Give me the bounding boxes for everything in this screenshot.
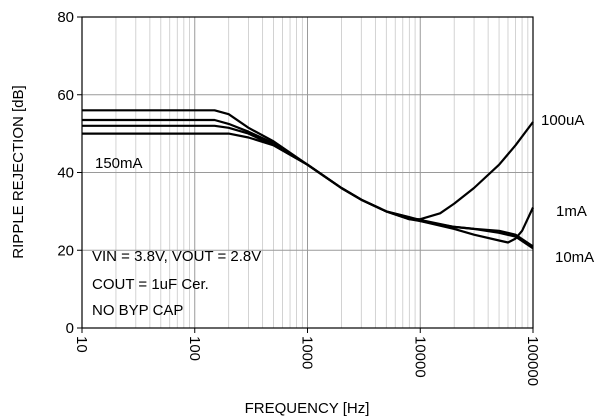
- series-group: [82, 109, 534, 250]
- annotation-vin-vout: VIN = 3.8V, VOUT = 2.8V: [92, 248, 261, 265]
- y-tick-label: 20: [57, 242, 74, 259]
- legend-label-100ua: 100uA: [541, 112, 584, 129]
- legend-label-1ma: 1mA: [556, 203, 587, 220]
- x-tick-label: 10000: [411, 336, 428, 378]
- y-tick-label: 40: [57, 165, 74, 182]
- series-line-100ua: [82, 109, 534, 221]
- x-tick-label: 100: [186, 336, 203, 361]
- legend-label-150ma: 150mA: [95, 155, 143, 172]
- grid: [82, 17, 533, 328]
- y-tick-label: 60: [57, 87, 74, 104]
- y-tick-label: 0: [66, 320, 74, 337]
- axis-ticks: 0 20 40 60 80 10 100 1000 10000 100000: [57, 9, 541, 386]
- x-tick-label: 100000: [524, 336, 541, 386]
- labels-group: FREQUENCY [Hz] RIPPLE REJECTION [dB] VIN…: [10, 85, 594, 417]
- y-axis-label: RIPPLE REJECTION [dB]: [10, 85, 27, 258]
- y-tick-label: 80: [57, 9, 74, 26]
- x-axis-label: FREQUENCY [Hz]: [245, 400, 370, 417]
- x-tick-label: 1000: [299, 336, 316, 369]
- annotation-no-byp-cap: NO BYP CAP: [92, 302, 183, 319]
- x-tick-label: 10: [73, 336, 90, 353]
- legend-label-10ma: 10mA: [555, 249, 594, 266]
- annotation-cout: COUT = 1uF Cer.: [92, 276, 209, 293]
